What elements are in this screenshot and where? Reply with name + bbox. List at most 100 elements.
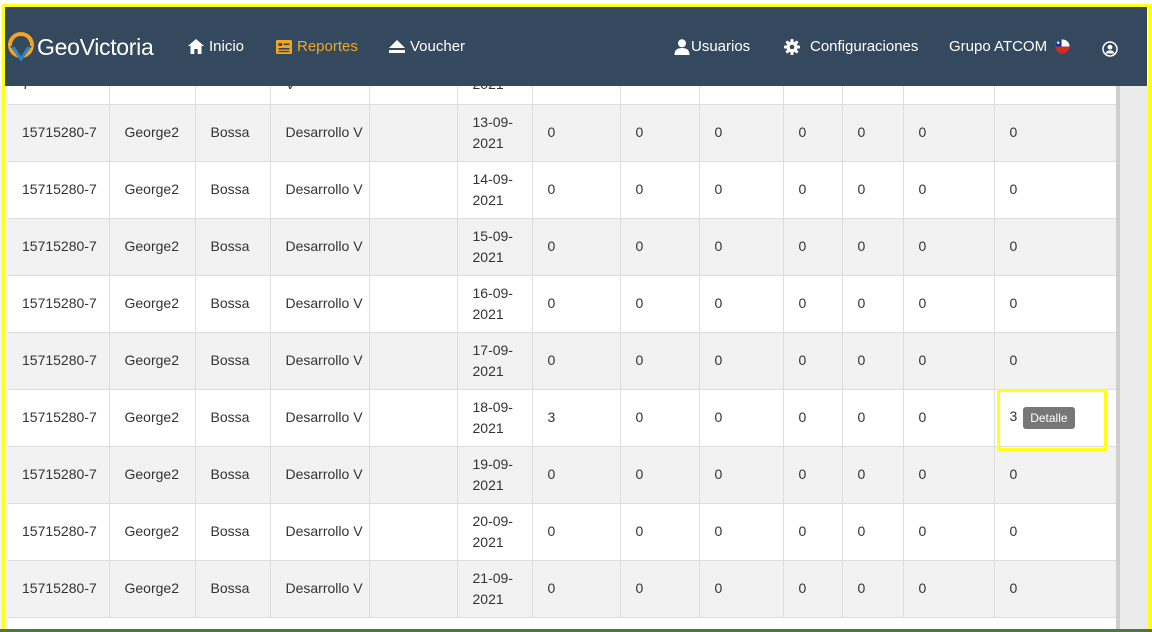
table-cell — [369, 389, 458, 447]
cell-value: 16-09-2021 — [472, 284, 513, 322]
cell-value: 0 — [635, 352, 644, 368]
nav-inicio-label: Inicio — [209, 38, 245, 55]
table-row: 15715280-7 George2 Bossa Desarrollo V 14-09-… — [8, 161, 1116, 219]
nav-organization[interactable]: Grupo ATCOM — [949, 38, 1070, 55]
table-cell — [369, 218, 458, 276]
table-cell: 0 — [699, 161, 784, 219]
cell-value: 0 — [714, 124, 723, 140]
cell-value: Desarrollo V — [285, 466, 363, 482]
cell-value: 0 — [714, 238, 723, 254]
cell-value: 0 — [798, 523, 807, 539]
cell-value: Bossa — [210, 238, 250, 254]
cell-value: 0 — [798, 466, 807, 482]
cell-value: 15715280-7 — [22, 352, 97, 368]
table-cell: George2 — [109, 104, 196, 162]
table-cell: 3 Detalle — [994, 389, 1116, 447]
table-cell: 0 — [903, 161, 995, 219]
table-cell: 0 — [620, 218, 700, 276]
cell-value: 0 — [1009, 124, 1018, 140]
table-cell: 0 — [620, 389, 700, 447]
table-cell: 0 — [699, 332, 784, 390]
nav-configuraciones[interactable]: Configuraciones — [784, 38, 918, 55]
cell-value: 0 — [714, 409, 723, 425]
cell-value: 15715280-7 — [22, 409, 97, 425]
table-cell: George2 — [109, 275, 196, 333]
cell-value: 0 — [635, 124, 644, 140]
cell-value: 19-09-2021 — [472, 455, 513, 493]
cell-value: 15715280-7 — [22, 238, 97, 254]
user-icon — [674, 38, 690, 55]
cell-value: George2 — [124, 523, 179, 539]
cell-value: 0 — [635, 409, 644, 425]
top-navbar: GeoVictoria Inicio Reportes Voucher — [2, 5, 1147, 86]
table-cell — [369, 161, 458, 219]
table-cell: Desarrollo V — [270, 104, 370, 162]
nav-voucher-label: Voucher — [410, 38, 466, 55]
table-cell: 0 — [532, 560, 621, 618]
table-scroll-shadow — [1116, 86, 1120, 632]
table-cell: 0 — [903, 332, 995, 390]
cell-value: Desarrollo V — [285, 409, 363, 425]
cell-value: 0 — [635, 466, 644, 482]
cell-value: 0 — [857, 124, 866, 140]
cell-value: 15715280-7 — [22, 124, 97, 140]
table-cell: 15715280-7 — [8, 104, 110, 162]
cell-value: 17-09-2021 — [472, 341, 513, 379]
cell-value: 13-09-2021 — [472, 113, 513, 151]
cell-value: 0 — [547, 124, 556, 140]
cell-value: Desarrollo V — [285, 124, 363, 140]
table-cell: 16-09-2021 — [457, 275, 533, 333]
nav-inicio[interactable]: Inicio — [188, 38, 244, 55]
nav-reportes[interactable]: Reportes — [276, 38, 358, 55]
gear-icon — [784, 38, 800, 55]
table-row: 15715280-7 George2 Bossa Desarrollo V 19-09-… — [8, 446, 1116, 504]
brand-logo[interactable]: GeoVictoria — [8, 32, 154, 62]
table-cell: 0 — [783, 104, 843, 162]
table-cell: 0 — [994, 218, 1116, 276]
table-cell: Desarrollo V — [270, 446, 370, 504]
table-cell: 0 — [532, 218, 621, 276]
cell-value: Desarrollo V — [285, 238, 363, 254]
table-cell: Desarrollo V — [270, 275, 370, 333]
detalle-button[interactable]: Detalle — [1023, 406, 1075, 429]
table-cell: George2 — [109, 332, 196, 390]
chile-flag-icon — [1055, 39, 1070, 54]
nav-voucher[interactable]: Voucher — [389, 38, 465, 55]
table-cell: 20-09-2021 — [457, 503, 533, 561]
cell-value: Bossa — [210, 523, 250, 539]
cell-value: 0 — [635, 580, 644, 596]
table-cell: George2 — [109, 218, 196, 276]
table-cell: 19-09-2021 — [457, 446, 533, 504]
table-row: 15715280-7 George2 Bossa Desarrollo V 16-09-… — [8, 275, 1116, 333]
nav-usuarios[interactable]: Usuarios — [674, 38, 750, 55]
table-cell: 0 — [532, 332, 621, 390]
nav-reportes-label: Reportes — [297, 38, 358, 55]
cell-value: George2 — [124, 580, 179, 596]
table-cell: 0 — [994, 332, 1116, 390]
table-cell: Bossa — [195, 218, 271, 276]
cell-value: 0 — [1009, 238, 1018, 254]
eject-icon — [389, 40, 405, 53]
brand-name: GeoVictoria — [37, 33, 154, 60]
table-cell: 0 — [699, 503, 784, 561]
table-cell: 0 — [842, 104, 904, 162]
cell-value: 0 — [547, 295, 556, 311]
cell-value: 0 — [918, 409, 927, 425]
cell-value: 0 — [714, 352, 723, 368]
table-cell: 13-09-2021 — [457, 104, 533, 162]
table-cell: Desarrollo V — [270, 503, 370, 561]
cell-value: 0 — [635, 523, 644, 539]
table-cell: 0 — [620, 161, 700, 219]
table-cell: 0 — [903, 104, 995, 162]
table-cell — [369, 275, 458, 333]
cell-value: George2 — [124, 295, 179, 311]
table-cell: George2 — [109, 389, 196, 447]
cell-value: Bossa — [210, 352, 250, 368]
table-cell: 0 — [994, 446, 1116, 504]
nav-profile[interactable] — [1102, 41, 1123, 57]
cell-value: 0 — [857, 409, 866, 425]
table-cell: 0 — [532, 161, 621, 219]
table-cell: Desarrollo V — [270, 389, 370, 447]
cell-value: 0 — [918, 238, 927, 254]
